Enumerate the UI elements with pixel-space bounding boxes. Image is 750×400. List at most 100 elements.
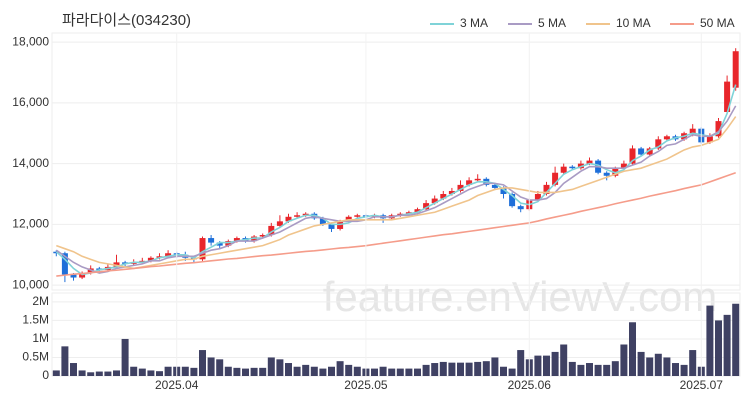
- volume-bar: [87, 372, 95, 376]
- ma-line: [56, 116, 737, 270]
- volume-bar: [104, 371, 112, 376]
- volume-bar: [78, 370, 86, 376]
- volume-bar: [276, 359, 284, 376]
- ma-line: [56, 171, 736, 277]
- volume-bar: [138, 368, 146, 376]
- candle-body: [534, 194, 541, 201]
- volume-bar: [216, 359, 224, 376]
- legend-label: 50 MA: [700, 16, 735, 30]
- candle-body: [603, 172, 610, 176]
- y-tick-label: 14,000: [12, 156, 49, 170]
- volume-bar: [474, 361, 482, 376]
- candle-body: [448, 190, 455, 195]
- volume-bar: [405, 368, 413, 376]
- legend-label: 5 MA: [538, 16, 566, 30]
- volume-bar: [534, 355, 542, 376]
- volume-bar: [508, 368, 516, 376]
- volume-bar: [181, 366, 189, 376]
- x-tick-label: 2025.06: [508, 378, 552, 392]
- candle-body: [259, 235, 266, 237]
- watermark: feature.enViewV.com: [323, 273, 718, 320]
- volume-bar: [199, 350, 206, 376]
- chart-title: 파라다이스(034230): [62, 12, 191, 29]
- candle-body: [276, 221, 283, 226]
- candle-body: [646, 148, 653, 155]
- volume-bar: [250, 367, 258, 376]
- volume-bar: [500, 366, 507, 376]
- volume-bar: [715, 320, 722, 376]
- volume-bar: [663, 357, 671, 376]
- volume-bar: [113, 370, 120, 376]
- volume-bar: [560, 344, 568, 376]
- x-tick-label: 2025.04: [155, 378, 199, 392]
- volume-bar: [689, 350, 697, 376]
- volume-bar: [379, 366, 387, 376]
- volume-bar: [672, 363, 679, 376]
- volume-bar: [319, 368, 327, 376]
- candle-body: [629, 148, 636, 164]
- candle-body: [500, 187, 507, 195]
- candle-body: [543, 184, 550, 195]
- candle-body: [70, 274, 77, 278]
- x-tick-label: 2025.05: [344, 378, 388, 392]
- volume-bar: [259, 367, 267, 376]
- candle-body: [328, 224, 335, 229]
- volume-bar: [680, 364, 688, 376]
- y-tick-label: 1.5M: [22, 313, 49, 327]
- candle-body: [706, 136, 713, 143]
- volume-bar: [431, 363, 439, 376]
- candle-body: [569, 166, 576, 169]
- volume-bar: [310, 366, 318, 376]
- y-tick-label: 0: [42, 368, 49, 382]
- volume-bar: [267, 357, 275, 376]
- volume-bar: [551, 351, 559, 376]
- volume-bar: [603, 364, 611, 376]
- volume-bar: [414, 368, 421, 376]
- price-panel: [51, 32, 741, 291]
- candle-body: [517, 206, 524, 210]
- candle-body: [216, 242, 223, 246]
- y-tick-label: 12,000: [12, 217, 49, 231]
- volume-bar: [336, 361, 344, 376]
- volume-bar: [147, 370, 155, 376]
- candle-body: [440, 194, 447, 199]
- candle-body: [560, 166, 567, 173]
- candle-body: [620, 163, 627, 169]
- volume-bar: [293, 366, 301, 376]
- candle-body: [61, 253, 68, 275]
- volume-bar: [543, 355, 550, 376]
- candle-body: [319, 218, 326, 225]
- y-tick-label: 0.5M: [22, 350, 49, 364]
- volume-bar: [654, 353, 662, 376]
- volume-bar: [517, 350, 525, 376]
- volume-bar: [706, 305, 714, 376]
- candle-body: [655, 139, 662, 149]
- volume-bar: [121, 338, 129, 376]
- candle-body: [732, 51, 739, 88]
- candle-body: [724, 81, 731, 112]
- volume-bar: [620, 344, 628, 376]
- volume-bar: [723, 314, 731, 376]
- volume-bar: [242, 368, 249, 376]
- candle-body: [552, 172, 559, 185]
- candle-body: [715, 121, 722, 137]
- y-tick-label: 18,000: [12, 34, 49, 48]
- volume-bar: [646, 357, 654, 376]
- volume-bar: [371, 368, 378, 376]
- volume-bar: [233, 367, 241, 376]
- volume-bar: [457, 362, 464, 376]
- volume-bar: [577, 364, 585, 376]
- volume-bar: [637, 351, 645, 376]
- x-tick-label: 2025.07: [680, 378, 724, 392]
- candle-body: [663, 136, 670, 140]
- ma-line: [55, 105, 737, 274]
- legend-label: 10 MA: [616, 16, 651, 30]
- candle-body: [457, 184, 464, 191]
- y-tick-label: 2M: [32, 294, 49, 308]
- volume-bar: [302, 364, 310, 376]
- candle-body: [294, 215, 301, 217]
- candle-body: [285, 216, 292, 222]
- volume-bar: [611, 361, 619, 376]
- volume-bar: [52, 370, 60, 376]
- candle-body: [474, 178, 481, 181]
